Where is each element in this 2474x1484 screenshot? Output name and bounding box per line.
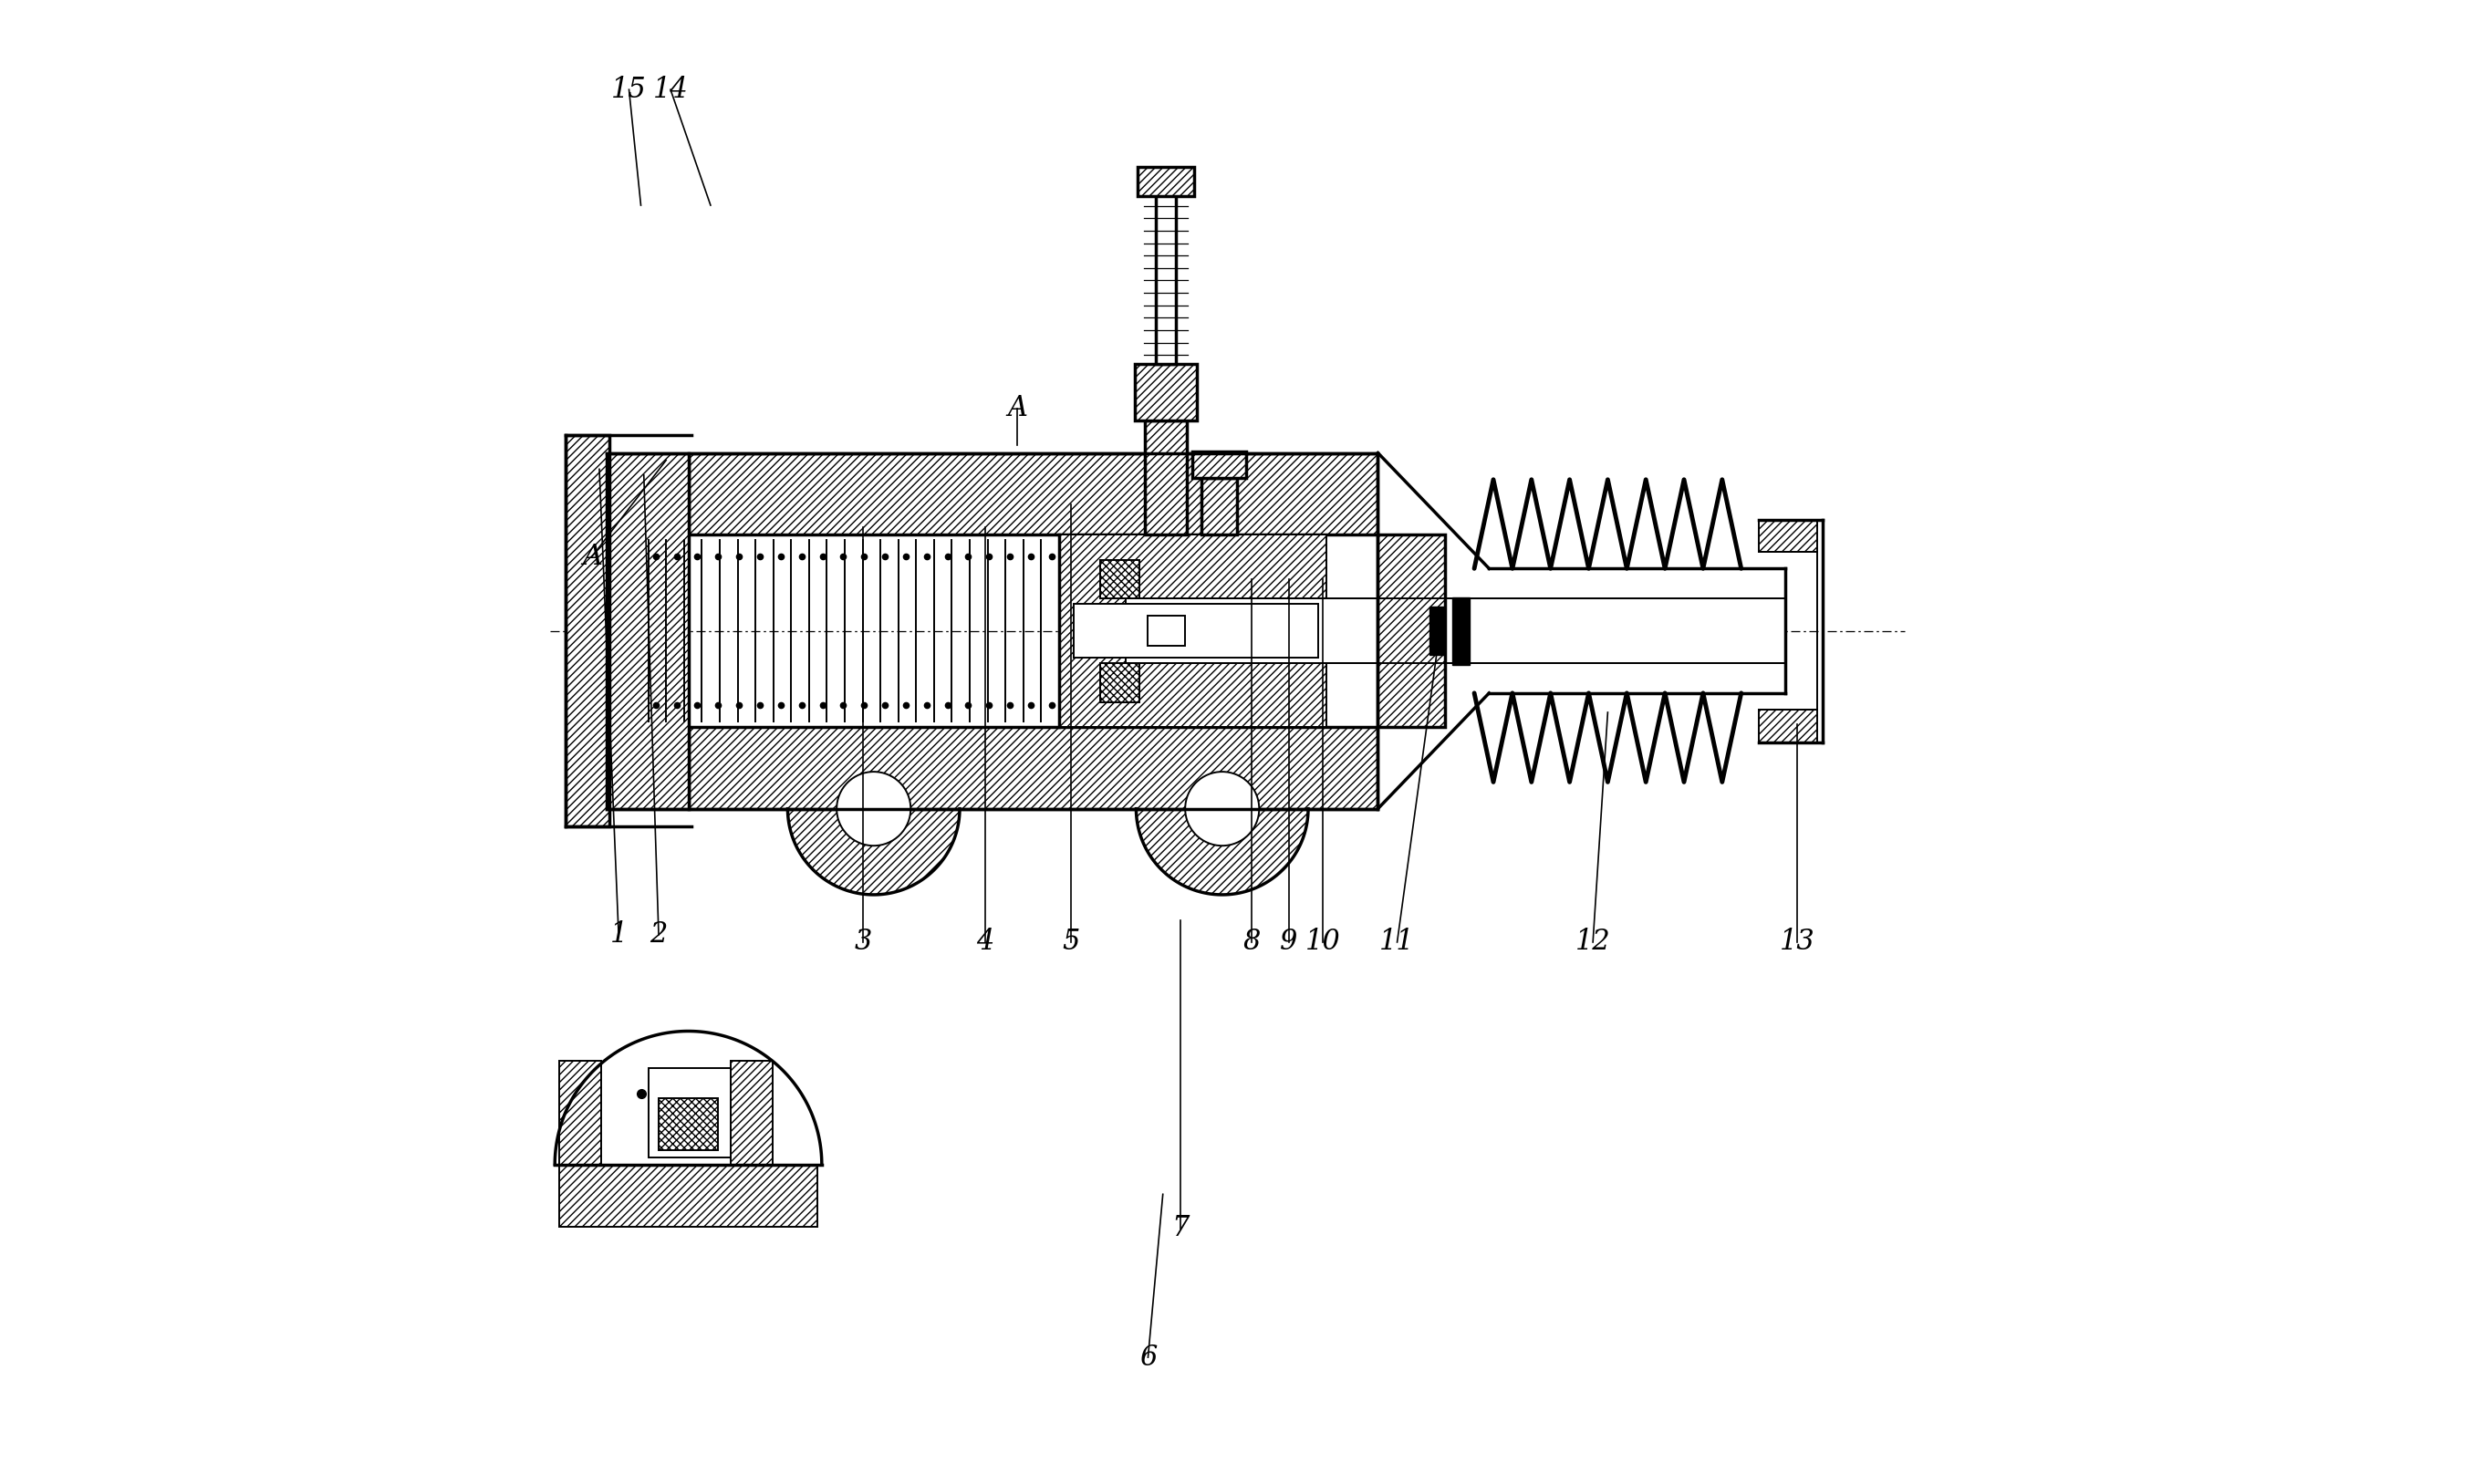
Bar xyxy=(1192,451,1247,478)
Bar xyxy=(1452,597,1470,665)
Bar xyxy=(559,1061,601,1165)
Bar xyxy=(730,1061,772,1165)
Bar xyxy=(658,1098,717,1150)
Bar xyxy=(1378,534,1445,727)
Bar xyxy=(1138,166,1195,196)
Text: 1: 1 xyxy=(609,920,628,948)
Bar xyxy=(648,1068,730,1158)
Bar xyxy=(1145,420,1188,534)
Bar xyxy=(1759,519,1816,552)
Bar xyxy=(1759,709,1816,742)
Bar xyxy=(1101,663,1138,702)
Bar xyxy=(1138,166,1195,196)
Bar xyxy=(1059,534,1326,727)
Bar xyxy=(1378,534,1445,727)
Text: 11: 11 xyxy=(1380,928,1415,956)
Text: 12: 12 xyxy=(1576,928,1611,956)
Bar xyxy=(559,1165,816,1227)
Bar xyxy=(606,453,688,809)
Bar xyxy=(730,1061,772,1165)
Text: 7: 7 xyxy=(1173,1214,1190,1242)
Bar xyxy=(688,727,1378,809)
Polygon shape xyxy=(1136,809,1309,895)
Bar xyxy=(1202,478,1237,534)
Bar xyxy=(1101,559,1138,598)
Bar xyxy=(1101,559,1138,598)
Bar xyxy=(564,435,609,827)
Circle shape xyxy=(836,772,910,846)
Text: A: A xyxy=(581,543,601,571)
Bar xyxy=(606,453,688,809)
Bar xyxy=(688,453,1378,534)
Bar xyxy=(1148,616,1185,646)
Bar xyxy=(1101,663,1138,702)
Bar xyxy=(559,1061,601,1165)
Circle shape xyxy=(1185,772,1259,846)
Bar xyxy=(559,1165,816,1227)
Polygon shape xyxy=(554,1031,821,1165)
Text: 2: 2 xyxy=(651,920,668,948)
Bar xyxy=(1759,709,1816,742)
Text: 9: 9 xyxy=(1279,928,1299,956)
Bar xyxy=(688,727,1378,809)
Text: 14: 14 xyxy=(653,76,688,104)
Bar xyxy=(1759,519,1816,552)
Bar xyxy=(1202,478,1237,534)
Text: 13: 13 xyxy=(1779,928,1816,956)
Text: 6: 6 xyxy=(1138,1343,1158,1371)
Bar xyxy=(1136,364,1197,420)
Text: 15: 15 xyxy=(611,76,646,104)
Text: A: A xyxy=(1007,395,1027,423)
Bar xyxy=(1059,534,1326,727)
Bar xyxy=(1155,178,1175,364)
Bar xyxy=(1126,598,1786,663)
Bar xyxy=(1136,364,1197,420)
Text: 8: 8 xyxy=(1242,928,1262,956)
Text: 4: 4 xyxy=(977,928,995,956)
Bar xyxy=(1430,607,1445,654)
Bar xyxy=(1145,420,1188,534)
Bar xyxy=(1192,451,1247,478)
Text: 3: 3 xyxy=(854,928,873,956)
Bar xyxy=(1074,604,1319,657)
Text: 5: 5 xyxy=(1061,928,1079,956)
Bar xyxy=(658,1098,717,1150)
Text: 10: 10 xyxy=(1306,928,1341,956)
Bar xyxy=(688,453,1378,534)
Polygon shape xyxy=(787,809,960,895)
Bar xyxy=(564,435,609,827)
